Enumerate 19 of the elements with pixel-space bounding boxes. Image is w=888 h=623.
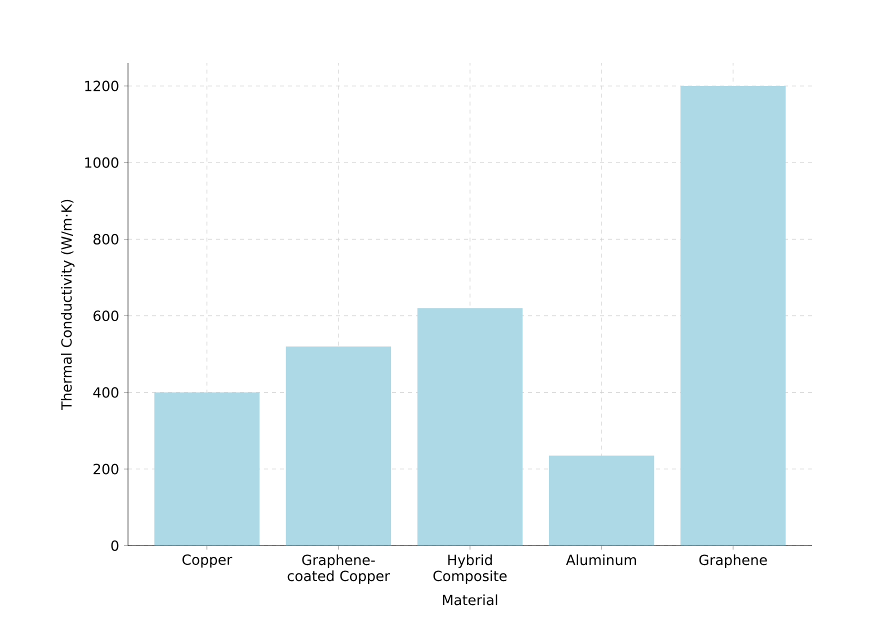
- y-tick-label: 200: [94, 464, 118, 474]
- x-tick-label: Hybrid Composite: [433, 554, 507, 584]
- y-tick-label: 0: [111, 540, 118, 551]
- y-tick-label: 1000: [85, 157, 118, 168]
- bar: [548, 456, 654, 546]
- y-axis-title: Thermal Conductivity (W/m·K): [60, 200, 75, 410]
- bar: [154, 392, 260, 546]
- y-tick-label: 1200: [85, 80, 118, 92]
- bar: [286, 346, 392, 546]
- x-tick-label: Aluminum: [566, 554, 636, 566]
- y-tick-label: 600: [94, 310, 118, 322]
- x-tick-label: Graphene: [699, 554, 767, 568]
- bar: [680, 86, 786, 546]
- x-tick-label: Copper: [182, 554, 232, 568]
- x-axis-title: Material: [442, 594, 498, 606]
- y-tick-label: 400: [93, 387, 118, 398]
- y-tick-label: 800: [94, 234, 118, 244]
- bar: [417, 308, 523, 546]
- x-tick-label: Graphene-coated Copper: [288, 554, 390, 584]
